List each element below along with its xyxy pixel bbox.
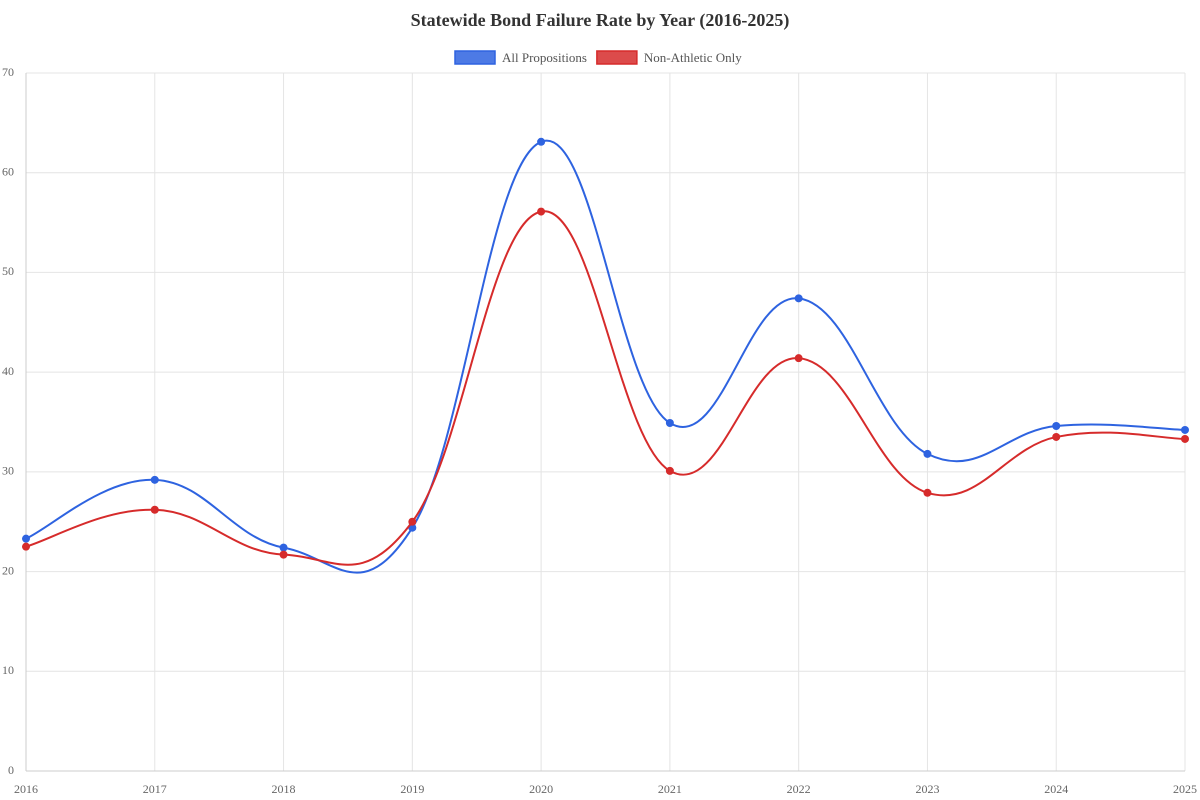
data-point (279, 550, 288, 559)
data-point (150, 505, 159, 514)
data-point (665, 466, 674, 475)
y-tick-label: 50 (2, 264, 14, 278)
data-point (665, 418, 674, 427)
y-tick-label: 30 (2, 464, 14, 478)
series-line (25, 210, 1186, 566)
series-line (25, 139, 1186, 574)
x-tick-label: 2016 (14, 782, 38, 796)
data-point (923, 449, 932, 458)
y-tick-label: 40 (2, 364, 14, 378)
x-tick-label: 2020 (529, 782, 553, 796)
data-point (1052, 432, 1061, 441)
data-point (408, 517, 417, 526)
x-tick-label: 2019 (400, 782, 424, 796)
data-point (537, 137, 546, 146)
x-tick-label: 2023 (915, 782, 939, 796)
y-tick-label: 20 (2, 563, 14, 577)
legend-swatch (454, 50, 496, 65)
legend-label: All Propositions (502, 50, 587, 65)
data-point (923, 488, 932, 497)
legend-swatch (596, 50, 638, 65)
x-tick-label: 2021 (658, 782, 682, 796)
chart-title: Statewide Bond Failure Rate by Year (201… (411, 10, 790, 31)
y-tick-label: 60 (2, 164, 14, 178)
x-tick-label: 2022 (787, 782, 811, 796)
x-tick-label: 2017 (143, 782, 167, 796)
data-point (794, 294, 803, 303)
data-point (1181, 434, 1189, 443)
data-point (1181, 425, 1189, 434)
data-point (22, 534, 30, 543)
data-point (794, 354, 803, 363)
y-tick-label: 70 (2, 65, 14, 79)
legend-label: Non-Athletic Only (644, 50, 742, 65)
x-tick-label: 2018 (272, 782, 296, 796)
y-tick-label: 0 (8, 763, 14, 777)
x-tick-label: 2024 (1044, 782, 1068, 796)
data-point (1052, 421, 1061, 430)
y-tick-label: 10 (2, 663, 14, 677)
legend: All Propositions Non-Athletic Only (454, 50, 742, 65)
data-point (22, 542, 30, 551)
x-tick-label: 2025 (1173, 782, 1197, 796)
data-point (150, 475, 159, 484)
data-point (537, 207, 546, 216)
data-point (279, 543, 288, 552)
